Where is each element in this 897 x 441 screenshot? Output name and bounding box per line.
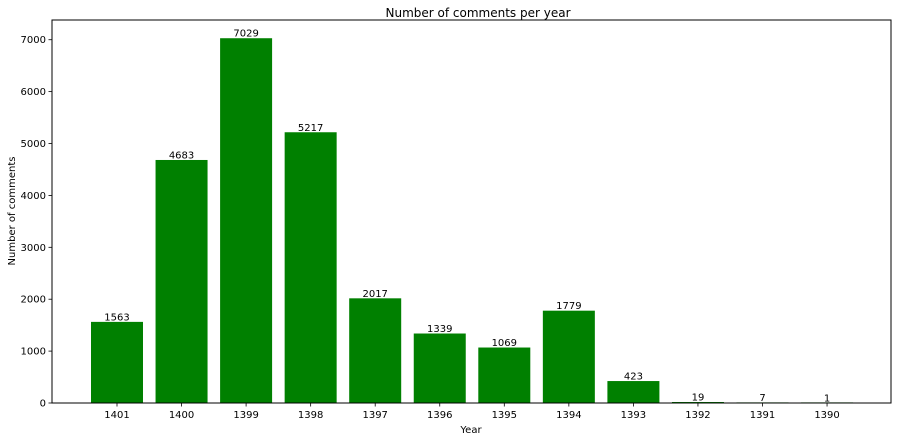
bars-layer: [91, 38, 854, 403]
x-axis-title: Year: [459, 425, 482, 436]
plot-frame: [51, 19, 892, 404]
data-labels-layer: 1563 4683 7029 5217 2017 1339 1069 1779 423 19 7 1: [104, 29, 830, 405]
y-tick-label-6000: 6000: [21, 87, 46, 98]
x-tick-label-1391: 1391: [750, 410, 775, 421]
data-label-1393: 423: [624, 372, 643, 383]
bar-1401: [91, 321, 143, 403]
y-tick-label-3000: 3000: [21, 243, 46, 254]
x-axis: 1401 1400 1399 1398 1397 1396 1395 1394 1393 1392…: [104, 403, 840, 421]
y-tick-label-0: 0: [40, 399, 46, 410]
data-label-1397: 2017: [362, 289, 387, 300]
x-tick-label-1401: 1401: [104, 410, 129, 421]
x-tick-label-1390: 1390: [814, 410, 839, 421]
bar-1397: [349, 298, 402, 403]
x-tick-label-1394: 1394: [556, 410, 581, 421]
y-tick-label-7000: 7000: [21, 35, 46, 46]
data-label-1398: 5217: [298, 123, 323, 134]
data-label-1396: 1339: [427, 324, 452, 335]
chart-title: Number of comments per year: [386, 6, 571, 20]
bar-1396: [413, 333, 466, 403]
x-tick-label-1396: 1396: [427, 410, 452, 421]
bar-1393: [607, 381, 660, 403]
data-label-1401: 1563: [104, 312, 129, 323]
x-tick-label-1397: 1397: [362, 410, 387, 421]
y-tick-label-5000: 5000: [21, 139, 46, 150]
data-label-1391: 7: [759, 393, 765, 404]
y-axis-title: Number of comments: [7, 157, 18, 266]
x-tick-label-1398: 1398: [298, 410, 323, 421]
data-label-1395: 1069: [492, 338, 517, 349]
bar-1394: [542, 310, 595, 403]
data-label-1390: 1: [824, 393, 830, 404]
bar-1398: [284, 132, 337, 403]
x-tick-label-1392: 1392: [685, 410, 710, 421]
y-tick-label-4000: 4000: [21, 191, 46, 202]
bar-1400: [155, 159, 208, 403]
bar-1395: [478, 347, 531, 403]
data-label-1400: 4683: [169, 150, 194, 161]
x-tick-label-1399: 1399: [233, 410, 258, 421]
y-tick-label-1000: 1000: [21, 347, 46, 358]
x-tick-label-1393: 1393: [621, 410, 646, 421]
data-label-1394: 1779: [556, 301, 581, 312]
bar-1399: [220, 38, 273, 403]
x-tick-label-1395: 1395: [492, 410, 517, 421]
data-label-1399: 7029: [233, 29, 258, 40]
x-tick-label-1400: 1400: [169, 410, 194, 421]
y-tick-label-2000: 2000: [21, 295, 46, 306]
data-label-1392: 19: [692, 393, 705, 404]
y-axis: 0 1000 2000 3000 4000 5000 6000 7000: [21, 35, 52, 410]
